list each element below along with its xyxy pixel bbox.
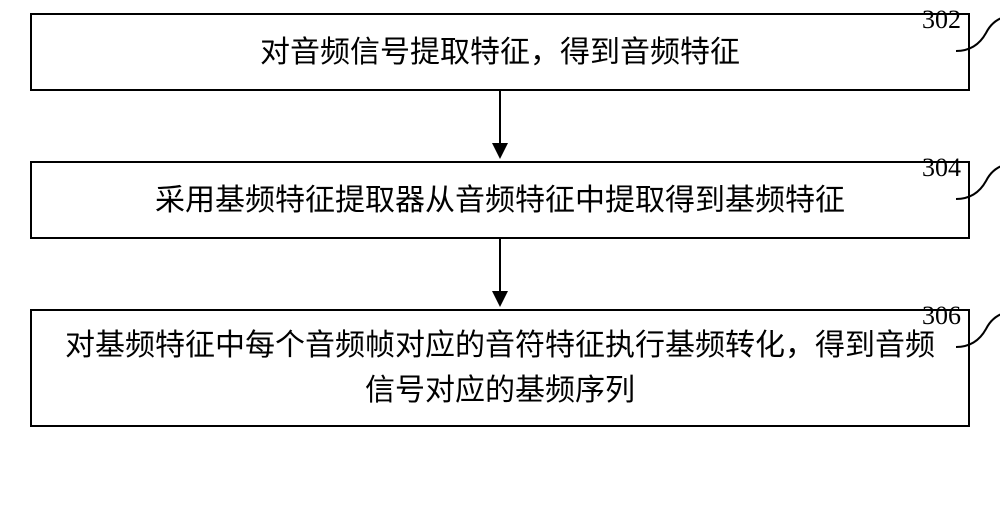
arrow-1: [30, 91, 970, 161]
arrow-down-icon: [480, 91, 520, 161]
arrow-down-icon: [480, 239, 520, 309]
step-label: 302: [922, 5, 961, 35]
step-text: 对基频特征中每个音频帧对应的音符特征执行基频转化，得到音频信号对应的基频序列: [52, 323, 948, 413]
label-connector-curve: [956, 309, 1000, 349]
step-box-302: 对音频信号提取特征，得到音频特征: [30, 13, 970, 91]
step-text: 对音频信号提取特征，得到音频特征: [260, 30, 740, 75]
label-connector-curve: [956, 13, 1000, 53]
flowchart-container: 对音频信号提取特征，得到音频特征 302 采用基频特征提取器从音频特征中提取得到…: [30, 13, 970, 427]
step-text: 采用基频特征提取器从音频特征中提取得到基频特征: [155, 178, 845, 223]
label-connector-curve: [956, 161, 1000, 201]
step-box-306: 对基频特征中每个音频帧对应的音符特征执行基频转化，得到音频信号对应的基频序列: [30, 309, 970, 427]
step-label: 306: [922, 301, 961, 331]
arrow-2: [30, 239, 970, 309]
step-label: 304: [922, 153, 961, 183]
step-box-304: 采用基频特征提取器从音频特征中提取得到基频特征: [30, 161, 970, 239]
